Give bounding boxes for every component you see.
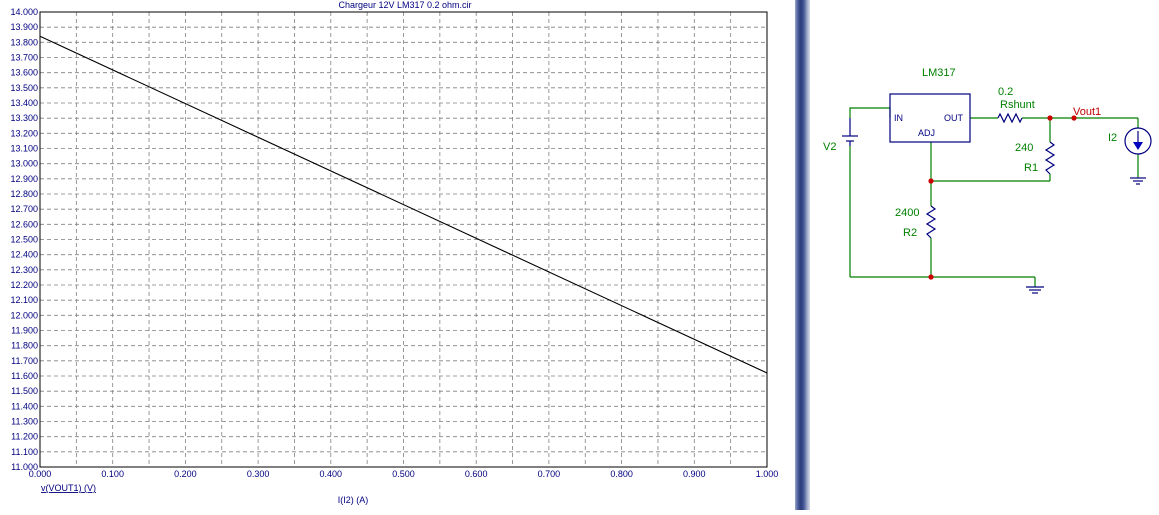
y-tick-label: 11.600 [11, 371, 38, 381]
y-tick-label: 11.700 [11, 356, 38, 366]
pin-out-label: OUT [944, 113, 964, 123]
y-tick-label: 12.700 [10, 204, 38, 214]
r2-name: R2 [903, 227, 917, 239]
y-tick-label: 13.300 [10, 113, 38, 123]
y-tick-label: 12.000 [10, 310, 38, 320]
x-tick-label: 0.100 [101, 469, 124, 479]
y-tick-label: 11.900 [11, 326, 38, 336]
r2-resistor[interactable] [925, 205, 937, 239]
x-axis-ticks: 0.000 0.100 0.200 0.300 0.400 0.500 0.600 0.700… [29, 469, 779, 479]
chart-grid [40, 12, 767, 467]
x-tick-label: 1.000 [756, 469, 779, 479]
pin-adj-label: ADJ [918, 128, 935, 138]
y-tick-label: 13.100 [10, 144, 38, 154]
y-tick-label: 13.500 [10, 83, 38, 93]
y-tick-label: 11.100 [11, 447, 38, 457]
schematic-drawing: LM317 IN OUT ADJ 0.2 Rshunt Vout1 240 R1… [823, 67, 1152, 294]
x-tick-label: 0.200 [174, 469, 197, 479]
source-i2-label: I2 [1108, 132, 1117, 144]
y-axis-ticks: 11.000 11.100 11.200 11.300 11.400 11.500 11.6… [10, 7, 38, 472]
r1-value: 240 [1015, 142, 1033, 154]
r2-value: 2400 [895, 207, 919, 219]
chart-title: Chargeur 12V LM317 0.2 ohm.cir [338, 0, 471, 10]
battery-v2-symbol[interactable] [842, 118, 858, 146]
y-tick-label: 12.500 [10, 235, 38, 245]
plot-area[interactable]: Chargeur 12V LM317 0.2 ohm.cir 11.000 11.… [0, 0, 795, 510]
y-axis-label[interactable]: v(VOUT1) (V) [41, 483, 96, 493]
y-tick-label: 12.200 [10, 280, 38, 290]
r1-name: R1 [1024, 162, 1038, 174]
y-tick-label: 12.400 [10, 250, 38, 260]
y-tick-label: 13.600 [10, 68, 38, 78]
y-tick-label: 12.800 [10, 189, 38, 199]
x-tick-label: 0.000 [29, 469, 52, 479]
y-tick-label: 11.400 [11, 401, 38, 411]
y-tick-label: 13.900 [10, 22, 38, 32]
y-tick-label: 12.900 [10, 174, 38, 184]
pin-in-label: IN [894, 113, 903, 123]
y-tick-label: 14.000 [10, 7, 38, 17]
x-tick-label: 0.500 [392, 469, 415, 479]
series-line-vout1 [39, 35, 768, 374]
regulator-name: LM317 [922, 67, 956, 79]
rshunt-value: 0.2 [998, 86, 1013, 98]
schematic-wires [849, 107, 1139, 287]
series-layer [39, 35, 768, 374]
lm317-block[interactable] [889, 93, 971, 143]
line-chart[interactable]: Chargeur 12V LM317 0.2 ohm.cir 11.00011.… [0, 0, 795, 510]
ground-symbol-main [1026, 286, 1044, 294]
x-tick-label: 0.800 [610, 469, 633, 479]
y-tick-label: 11.300 [11, 417, 38, 427]
y-tick-label: 13.400 [10, 98, 38, 108]
ground-symbol-i2 [1130, 177, 1146, 185]
y-tick-label: 12.600 [10, 219, 38, 229]
x-tick-label: 0.400 [320, 469, 343, 479]
y-tick-label: 11.500 [11, 386, 38, 396]
y-tick-label: 11.000 [11, 462, 38, 472]
rshunt-name: Rshunt [1000, 99, 1035, 111]
x-tick-label: 0.300 [247, 469, 270, 479]
rshunt-resistor[interactable] [997, 112, 1023, 124]
y-tick-label: 13.200 [10, 128, 38, 138]
x-axis-label: I(I2) (A) [338, 495, 369, 505]
y-tick-label: 13.800 [10, 37, 38, 47]
pane-splitter[interactable] [795, 0, 810, 510]
r1-resistor[interactable] [1044, 141, 1056, 175]
x-tick-label: 0.900 [683, 469, 706, 479]
y-tick-label: 11.800 [11, 341, 38, 351]
y-tick-label: 12.300 [10, 265, 38, 275]
schematic-pane[interactable]: LM317 IN OUT ADJ 0.2 Rshunt Vout1 240 R1… [810, 0, 1159, 510]
y-tick-label: 11.200 [11, 432, 38, 442]
y-tick-label: 13.700 [10, 53, 38, 63]
current-source-i2[interactable] [1124, 127, 1152, 155]
junction-dots [928, 115, 1077, 280]
source-v2-label: V2 [823, 141, 836, 153]
node-label-vout1: Vout1 [1073, 106, 1101, 118]
x-tick-label: 0.600 [465, 469, 488, 479]
x-tick-label: 0.700 [538, 469, 561, 479]
y-tick-label: 13.000 [10, 159, 38, 169]
y-tick-label: 12.100 [10, 295, 38, 305]
plot-frame [39, 11, 768, 468]
